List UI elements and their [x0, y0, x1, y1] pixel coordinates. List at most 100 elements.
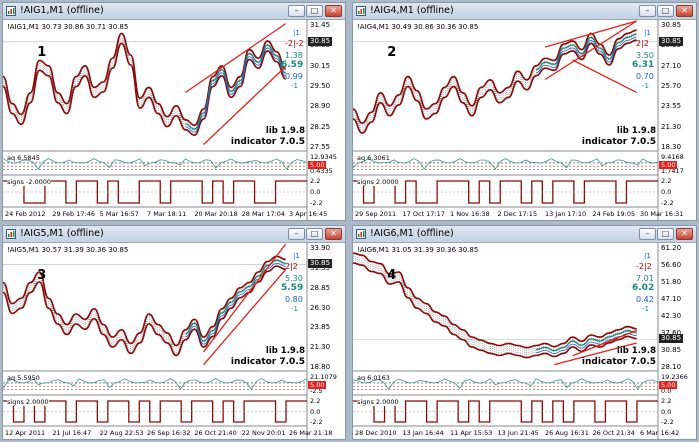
- indicator-value: 5.30: [285, 274, 303, 283]
- lib-version-label: lib 1.9.8: [265, 126, 305, 136]
- title-bar[interactable]: !AIG1,M1 (offline) – □ ✕: [3, 3, 345, 20]
- price-chart[interactable]: [3, 3, 345, 220]
- minimize-button[interactable]: –: [288, 5, 305, 17]
- date-axis-label: 26 Oct 21:40: [194, 429, 237, 437]
- price-band: [3, 255, 286, 357]
- minimize-button[interactable]: –: [288, 228, 305, 240]
- aq-indicator-panel: [353, 158, 659, 170]
- trend-line: [572, 59, 637, 94]
- aq-label: aq 6.3061: [357, 154, 390, 162]
- trend-line: [544, 20, 638, 81]
- signal-value-bottom: -1: [642, 305, 649, 313]
- window-title: !AIG1,M1 (offline): [20, 5, 104, 16]
- date-axis-label: 22 Nov 20:01: [241, 429, 286, 437]
- indicator-main-value: 6.59: [281, 60, 304, 70]
- price-axis-label: 42.30: [661, 312, 682, 320]
- price-axis-label: 37.60: [661, 329, 682, 337]
- aq-label: aq 6.0163: [357, 374, 390, 382]
- maximize-button[interactable]: □: [306, 228, 323, 240]
- aq-label: aq 6.5845: [7, 154, 40, 162]
- title-bar[interactable]: !AIG6,M1 (offline) – □ ✕: [353, 226, 696, 243]
- price-axis-label: 23.85: [310, 323, 331, 332]
- aq-level-box: 5.00: [308, 381, 327, 389]
- price-axis-label: 28.25: [310, 122, 331, 131]
- title-bar[interactable]: !AIG4,M1 (offline) – □ ✕: [353, 3, 696, 20]
- date-axis-label: 26 Sep 16:32: [147, 429, 191, 437]
- aq-indicator-panel: [3, 378, 308, 390]
- indicator-version-label: indicator 7.0.5: [230, 137, 305, 147]
- chart-window-aig6[interactable]: !AIG6,M1 (offline) – □ ✕ 61.20 56.60 51.80 47.1…: [352, 225, 697, 440]
- price-axis-label: 56.60: [661, 261, 682, 269]
- date-axis-label: 26 Aug 16:31: [545, 429, 589, 437]
- indicator-value: 3.50: [636, 51, 654, 60]
- chart-window-aig1[interactable]: !AIG1,M1 (offline) –□✕ 31.45 30.85 30.15 29.5…: [2, 2, 346, 221]
- maximize-button[interactable]: □: [657, 5, 674, 17]
- indicator-main-value: 6.02: [632, 283, 655, 293]
- maximize-button[interactable]: □: [657, 228, 674, 240]
- trend-line: [203, 268, 287, 366]
- signs-axis-label: 0.0: [310, 407, 321, 416]
- trend-line: [544, 20, 637, 48]
- price-axis-label: 47.10: [661, 295, 682, 303]
- close-button[interactable]: ✕: [325, 5, 342, 17]
- title-bar[interactable]: !AIG5,M1 (offline) – □ ✕: [3, 226, 345, 243]
- minimize-button[interactable]: –: [639, 228, 656, 240]
- current-price-box: 30.85: [659, 36, 684, 46]
- signal-value-top: 2|2: [636, 39, 649, 48]
- price-axis-label: 18.30: [661, 143, 682, 151]
- maximize-button[interactable]: □: [306, 5, 323, 17]
- date-axis-label: 13 Jan 16:44: [402, 429, 444, 437]
- chart-window-icon: [356, 229, 366, 239]
- signal-value-top: -2|-2: [285, 39, 304, 48]
- close-button[interactable]: ✕: [676, 228, 693, 240]
- price-chart[interactable]: [353, 226, 696, 439]
- date-axis-label: 17 Oct 17:17: [402, 210, 445, 218]
- price-axis-label: 27.55: [310, 143, 331, 151]
- price-axis-label: 31.45: [310, 21, 331, 29]
- indicator-main-value: 5.59: [281, 283, 304, 293]
- signs-indicator-panel: [3, 180, 307, 204]
- date-axis-label: 3 Apr 16:45: [289, 210, 328, 218]
- aq-level-box: 5.00: [659, 381, 678, 389]
- trend-line: [572, 329, 637, 357]
- price-axis-label: 23.55: [661, 102, 682, 111]
- indicator-sub-value: 0.70: [636, 72, 654, 81]
- price-chart[interactable]: [353, 3, 696, 220]
- aq-level-box: 5.00: [308, 161, 327, 169]
- chart-number-label: 2: [387, 45, 397, 60]
- symbol-info: !AIG6,M1 31.05 31.39 30.36 30.85: [357, 246, 479, 254]
- signs-axis-label: -2.2: [310, 418, 323, 426]
- chart-window-aig4[interactable]: !AIG4,M1 (offline)–□✕30.8528.3527.1025.7…: [352, 2, 697, 221]
- close-button[interactable]: ✕: [325, 228, 342, 240]
- date-axis-label: 28 Mar 17:04: [241, 210, 286, 218]
- signs-axis-label: 0.0: [661, 407, 672, 416]
- aq-axis-label: 0.0: [661, 387, 672, 395]
- date-axis-label: 28 Dec 2010: [355, 429, 397, 437]
- signs-label: signs -2.0000: [7, 178, 51, 186]
- price-axis-label: 30.85: [661, 346, 682, 354]
- signal-value-one: |1: [293, 252, 300, 260]
- price-axis-label: 18.80: [310, 363, 331, 371]
- signs-label: signs 2.0000: [7, 398, 49, 406]
- signs-axis-label: -2.2: [661, 199, 674, 207]
- signs-axis-label: 2.2: [661, 397, 672, 405]
- price-axis-label: 28.85: [310, 283, 331, 292]
- aq-axis-label: 9.4168: [661, 153, 684, 161]
- signs-axis-label: 0.0: [310, 188, 321, 196]
- price-axis-label: 61.20: [661, 244, 682, 252]
- signs-axis-label: -2.2: [661, 418, 674, 426]
- signal-value-top: 2|2: [285, 262, 298, 271]
- minimize-button[interactable]: –: [639, 5, 656, 17]
- signs-axis-label: -2.2: [310, 199, 323, 207]
- close-button[interactable]: ✕: [676, 5, 693, 17]
- signs-axis-label: 2.2: [661, 177, 672, 185]
- date-axis-label: 12 Apr 2011: [5, 429, 46, 437]
- chart-window-aig5[interactable]: !AIG5,M1 (offline)–□✕33.9031.3528.8526.3…: [2, 225, 346, 440]
- aq-indicator-panel: [353, 378, 659, 390]
- price-axis-label: 29.50: [310, 82, 331, 90]
- date-axis-label: 29 Sep 2011: [355, 210, 397, 218]
- price-axis-label: 21.30: [661, 122, 682, 131]
- symbol-info: !AIG4,M1 30.49 30.86 30.36 30.85: [357, 23, 479, 31]
- trend-line: [185, 23, 287, 94]
- symbol-info: !AIG5,M1 30.57 31.39 30.36 30.85: [7, 246, 129, 254]
